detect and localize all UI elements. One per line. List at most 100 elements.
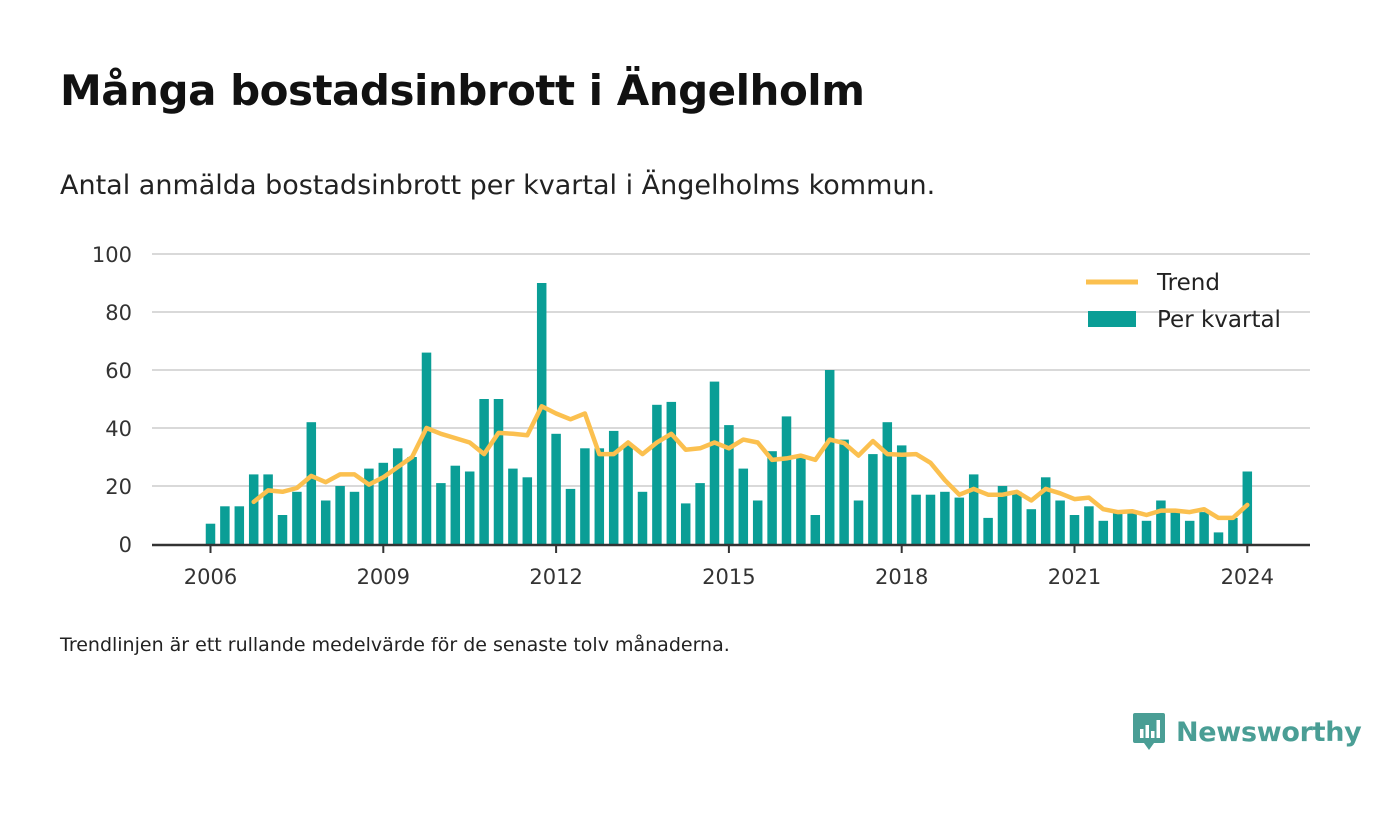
chart-note: Trendlinjen är ett rullande medelvärde f… — [60, 634, 730, 656]
bar — [263, 474, 273, 544]
chart-title: Många bostadsinbrott i Ängelholm — [60, 66, 865, 115]
bar — [277, 515, 288, 544]
bar — [882, 422, 893, 544]
bar — [436, 483, 446, 544]
bar — [522, 477, 533, 544]
bar — [738, 468, 749, 544]
bar — [220, 506, 230, 544]
bar — [407, 457, 417, 544]
bar — [306, 422, 317, 544]
bar — [1213, 532, 1224, 544]
bar — [205, 523, 216, 544]
bar — [896, 445, 907, 544]
bar — [983, 517, 993, 544]
bar — [940, 491, 950, 544]
bar — [1127, 512, 1137, 544]
y-tick-label: 80 — [105, 301, 132, 325]
chart-area: 0 20 40 60 80 100 2006 2009 2012 2015 2018 2021 202… — [92, 243, 1310, 589]
y-tick-label: 0 — [119, 533, 132, 557]
y-axis-ticks: 0 20 40 60 80 100 — [92, 243, 132, 557]
x-tick-label: 2018 — [875, 565, 928, 589]
bar — [824, 370, 835, 544]
bar — [695, 483, 705, 544]
legend-bar-label: Per kvartal — [1157, 307, 1281, 333]
bar — [392, 448, 403, 544]
bar — [248, 474, 259, 544]
y-tick-label: 20 — [105, 475, 132, 499]
legend-trend-label: Trend — [1156, 270, 1220, 296]
bar — [580, 448, 590, 544]
bar — [968, 474, 979, 544]
bar — [608, 430, 619, 544]
bar — [493, 399, 504, 544]
bar — [1156, 500, 1166, 544]
bar — [1040, 477, 1051, 544]
bar — [421, 352, 432, 544]
bar — [839, 439, 849, 544]
bar — [378, 462, 389, 544]
bar — [292, 491, 302, 544]
bar — [479, 399, 489, 544]
bar — [594, 448, 605, 544]
bar — [450, 465, 461, 544]
trend-line — [251, 404, 1250, 521]
bar — [666, 401, 677, 544]
bar — [551, 433, 561, 544]
bar — [1112, 512, 1123, 544]
bar — [752, 500, 763, 544]
bar — [1055, 500, 1065, 544]
bar — [623, 445, 633, 544]
x-tick-label: 2012 — [529, 565, 582, 589]
x-tick-label: 2015 — [702, 565, 755, 589]
chart-subtitle: Antal anmälda bostadsinbrott per kvartal… — [60, 170, 936, 201]
bar — [1170, 512, 1181, 544]
y-tick-label: 100 — [92, 243, 132, 267]
bar — [810, 515, 821, 544]
bar — [1012, 491, 1022, 544]
bar — [1184, 520, 1195, 544]
x-tick-label: 2024 — [1221, 565, 1274, 589]
bar — [508, 468, 518, 544]
bar — [1199, 512, 1209, 544]
bar — [1141, 520, 1152, 544]
bar — [364, 468, 374, 544]
bar — [1098, 520, 1109, 544]
bar — [954, 497, 965, 544]
bar — [997, 486, 1008, 544]
bar — [335, 486, 345, 544]
bar — [868, 454, 878, 544]
bar — [464, 471, 475, 544]
bar — [796, 457, 806, 544]
bar — [767, 451, 777, 544]
y-tick-label: 40 — [105, 417, 132, 441]
bar — [709, 381, 720, 544]
newsworthy-logo: Newsworthy — [1132, 712, 1362, 752]
bar — [565, 488, 576, 544]
bar — [781, 416, 792, 544]
bar — [1026, 509, 1037, 544]
bar-series-per-kvartal — [205, 283, 1253, 544]
bar — [349, 491, 360, 544]
bar — [1069, 515, 1080, 544]
newsworthy-logo-icon — [1133, 713, 1165, 750]
bar — [724, 425, 734, 544]
bar — [911, 494, 921, 544]
bar — [536, 283, 547, 544]
bar — [320, 500, 331, 544]
bar — [652, 404, 662, 544]
legend: Trend Per kvartal — [1086, 270, 1281, 333]
bar — [234, 506, 245, 544]
x-tick-label: 2006 — [184, 565, 237, 589]
bar — [925, 494, 936, 544]
x-axis-ticks: 2006 2009 2012 2015 2018 2021 2024 — [184, 545, 1274, 589]
y-tick-label: 60 — [105, 359, 132, 383]
x-tick-label: 2009 — [357, 565, 410, 589]
bar — [1084, 506, 1094, 544]
newsworthy-logo-text: Newsworthy — [1176, 716, 1362, 748]
bar — [680, 503, 691, 544]
bar — [1228, 517, 1238, 544]
bar — [637, 491, 648, 544]
bar — [853, 500, 864, 544]
x-tick-label: 2021 — [1048, 565, 1101, 589]
legend-bar-swatch — [1088, 311, 1136, 327]
